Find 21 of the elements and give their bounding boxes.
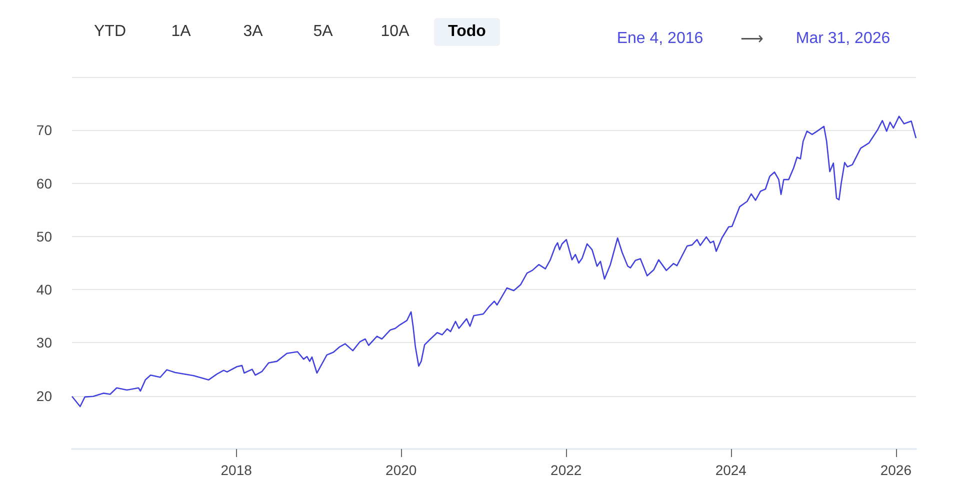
text: 10A — [380, 22, 410, 42]
y-tick-label: 40 — [36, 282, 52, 298]
text: YTD — [93, 22, 127, 42]
y-tick-label: 50 — [36, 228, 52, 244]
text: ⟶ — [740, 30, 764, 49]
x-tick-label: 2018 — [220, 462, 252, 478]
text: 3A — [242, 22, 264, 42]
y-tick-label: 70 — [36, 122, 52, 138]
x-tick-label: 2020 — [386, 462, 417, 478]
text: 5A — [312, 22, 334, 42]
x-tick-label: 2022 — [550, 462, 582, 478]
y-tick-label: 30 — [36, 334, 52, 351]
y-tick-label: 60 — [36, 175, 52, 192]
text: Mar 31, 2026 — [796, 30, 890, 48]
x-tick-label: 2026 — [880, 462, 912, 478]
line-series — [71, 116, 917, 408]
x-tick-label: 2024 — [715, 462, 747, 478]
text: 1A — [170, 22, 192, 42]
text: Ene 4, 2016 — [616, 30, 704, 48]
text: Todo — [434, 18, 500, 46]
y-tick-label: 20 — [36, 388, 52, 404]
